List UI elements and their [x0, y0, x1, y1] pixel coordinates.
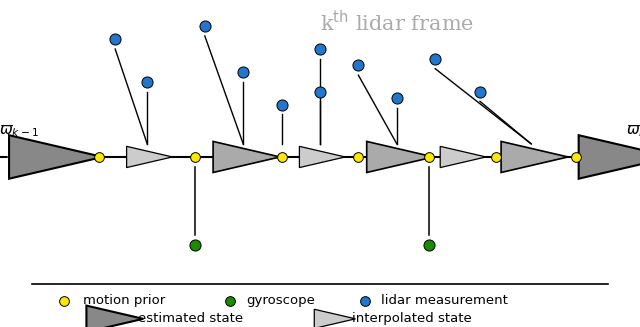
Polygon shape: [300, 146, 345, 167]
Polygon shape: [579, 135, 640, 179]
Text: interpolated state: interpolated state: [352, 312, 472, 325]
Text: gyroscope: gyroscope: [246, 294, 316, 307]
Polygon shape: [314, 309, 355, 327]
Text: estimated state: estimated state: [138, 312, 243, 325]
Polygon shape: [213, 141, 280, 172]
Polygon shape: [440, 146, 486, 167]
Text: motion prior: motion prior: [83, 294, 166, 307]
Polygon shape: [127, 146, 172, 167]
Polygon shape: [86, 306, 143, 327]
Text: lidar measurement: lidar measurement: [381, 294, 508, 307]
Text: $\varpi_{k-1}$: $\varpi_{k-1}$: [0, 123, 39, 139]
Text: k$^{\mathrm{th}}$ lidar frame: k$^{\mathrm{th}}$ lidar frame: [320, 10, 474, 36]
Polygon shape: [501, 141, 568, 172]
Polygon shape: [367, 141, 433, 172]
Text: $\varpi_{k}$: $\varpi_{k}$: [626, 123, 640, 139]
Polygon shape: [9, 135, 102, 179]
